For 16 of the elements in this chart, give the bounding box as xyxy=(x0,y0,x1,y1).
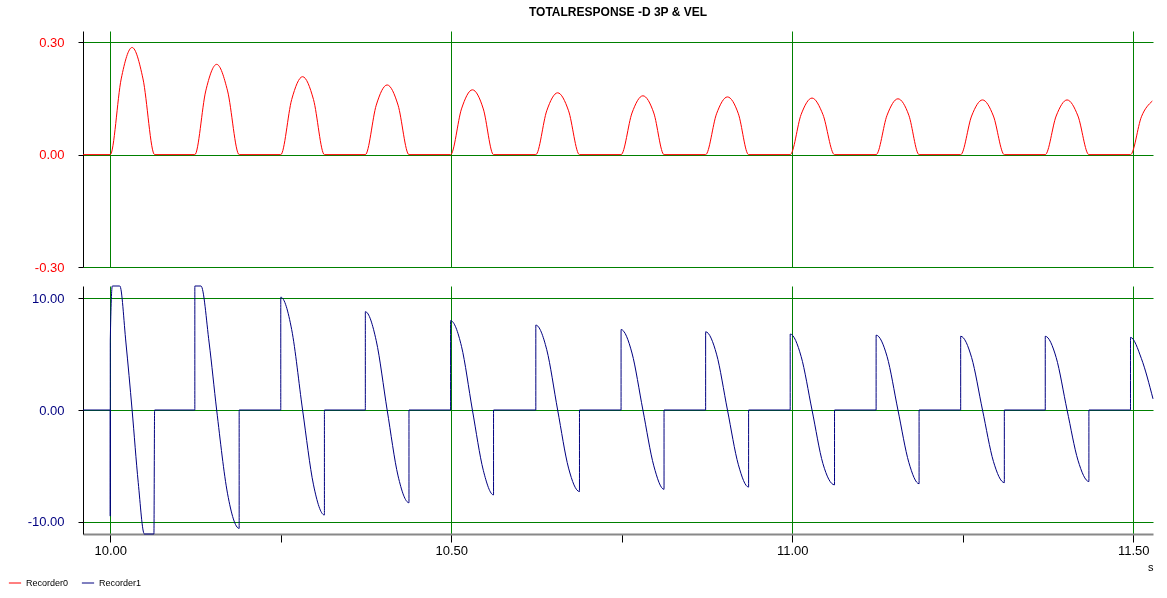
x-tick-label: 11.00 xyxy=(776,542,809,558)
x-tick-label: 10.00 xyxy=(94,542,128,558)
line-series xyxy=(82,46,1153,156)
y-tick-label: 0.30 xyxy=(39,34,65,50)
y-tick-label: 0.00 xyxy=(39,147,65,163)
x-axis-title: s xyxy=(1148,560,1154,573)
y-tick-label: -10.00 xyxy=(27,514,65,530)
x-tick-label: 11.50 xyxy=(1117,542,1150,558)
y-tick-label: 10.00 xyxy=(31,290,65,306)
legend-label: Recorder1 xyxy=(99,578,142,588)
x-tick-label: 10.50 xyxy=(435,542,469,558)
y-tick-label: -0.30 xyxy=(34,259,65,275)
line-series xyxy=(82,285,1154,535)
legend-label: Recorder0 xyxy=(26,578,69,588)
y-tick-label: 0.00 xyxy=(39,402,65,418)
chart-title: TOTALRESPONSE -D 3P & VEL xyxy=(528,5,708,19)
